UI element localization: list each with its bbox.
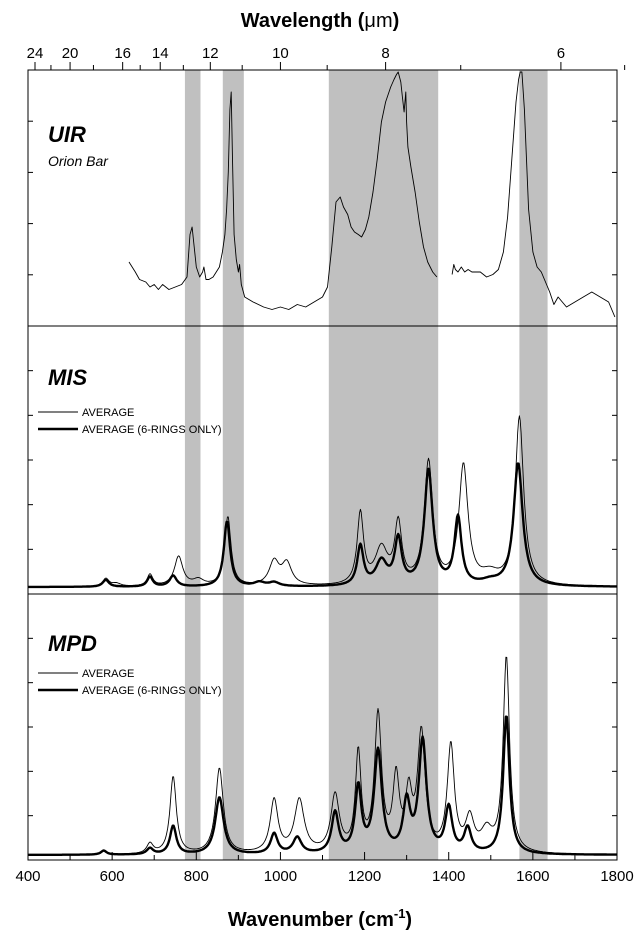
top-tick-label: 12 <box>202 45 219 62</box>
top-axis-label: Wavelength (μm) <box>241 10 400 32</box>
top-tick-label: 6 <box>557 45 565 62</box>
panel-uir: UIR Orion Bar <box>48 122 109 169</box>
series-line-mpd-thick <box>27 715 618 856</box>
series-line-uir-thin <box>128 71 438 310</box>
x-axis-label: Wavenumber (cm-1) <box>228 906 412 931</box>
series-line-mis-thick <box>27 462 618 589</box>
shaded-band <box>519 70 548 860</box>
panel-title-uir: UIR <box>48 122 86 147</box>
x-tick-label: 600 <box>100 868 125 885</box>
top-tick-label: 16 <box>114 45 131 62</box>
panel-mpd: MPD AVERAGE AVERAGE (6-RINGS ONLY) <box>38 631 222 697</box>
top-tick-label: 14 <box>152 45 169 62</box>
legend-label-thick: AVERAGE (6-RINGS ONLY) <box>82 424 222 436</box>
series-lines <box>27 71 618 856</box>
legend-label-thin: AVERAGE <box>82 407 134 419</box>
x-tick-label: 800 <box>184 868 209 885</box>
shaded-band <box>222 70 244 860</box>
panel-mis: MIS AVERAGE AVERAGE (6-RINGS ONLY) <box>38 365 222 436</box>
shaded-bands <box>184 70 548 860</box>
x-tick-label: 1200 <box>348 868 381 885</box>
x-tick-label: 1600 <box>516 868 549 885</box>
axis-ticks <box>27 62 626 860</box>
panel-title-mis: MIS <box>48 365 87 390</box>
top-tick-label: 8 <box>381 45 389 62</box>
panel-subtitle-uir: Orion Bar <box>48 153 109 169</box>
tick-labels: 400 600 800 1000 1200 1400 1600 1800 24 20 16 14 12 1… <box>15 45 633 885</box>
x-tick-label: 1400 <box>432 868 465 885</box>
legend-mpd: AVERAGE AVERAGE (6-RINGS ONLY) <box>38 668 222 697</box>
x-tick-label: 400 <box>15 868 40 885</box>
shaded-band <box>328 70 439 860</box>
legend-mis: AVERAGE AVERAGE (6-RINGS ONLY) <box>38 407 222 436</box>
top-tick-label: 24 <box>27 45 44 62</box>
top-tick-label: 10 <box>272 45 289 62</box>
legend-label-thin: AVERAGE <box>82 668 134 680</box>
top-tick-label: 20 <box>62 45 79 62</box>
x-tick-label: 1800 <box>600 868 633 885</box>
x-tick-label: 1000 <box>264 868 297 885</box>
panel-title-mpd: MPD <box>48 631 97 656</box>
shaded-band <box>184 70 201 860</box>
series-line-uir-thin <box>451 71 616 318</box>
legend-label-thick: AVERAGE (6-RINGS ONLY) <box>82 685 222 697</box>
